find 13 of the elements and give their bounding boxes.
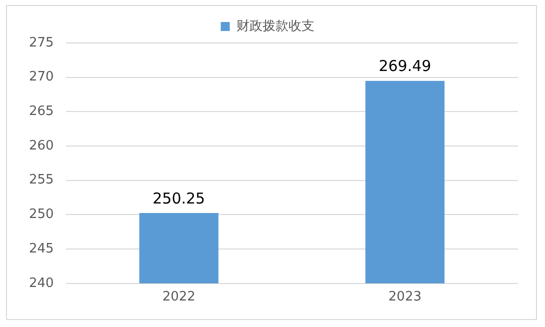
y-tick-label: 240 <box>28 276 54 291</box>
y-tick-label: 250 <box>28 207 54 222</box>
y-tick-label: 275 <box>28 35 54 50</box>
y-tick-label: 265 <box>28 104 54 120</box>
y-tick-label: 260 <box>28 138 54 154</box>
data-label: 269.49 <box>378 57 432 76</box>
y-tick-label: 270 <box>28 70 54 85</box>
y-tick-label: 255 <box>28 172 54 188</box>
x-tick-label: 2022 <box>162 290 196 305</box>
x-tick-label: 2023 <box>388 290 422 305</box>
data-label: 250.25 <box>152 189 206 208</box>
y-tick-label: 245 <box>28 241 54 256</box>
legend-label: 财政拨款收支 <box>236 18 314 34</box>
